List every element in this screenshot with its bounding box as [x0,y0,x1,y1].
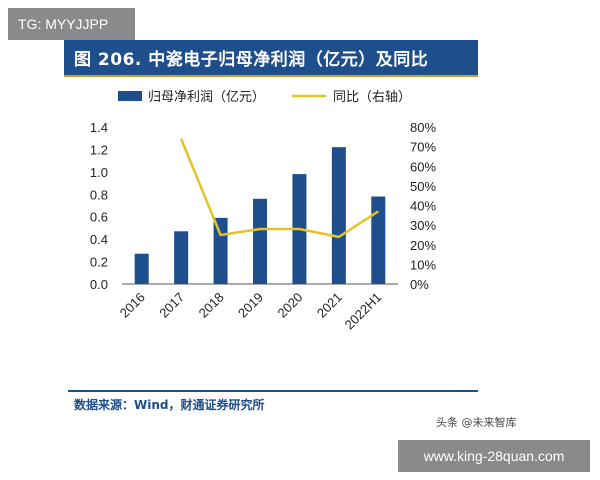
bar [174,231,189,284]
credit-signature: 头条 @未来智库 [436,416,517,429]
chart-card: 图 206. 中瓷电子归母净利润（亿元）及同比 数据来源：Wind，财通证券研究… [64,40,478,440]
y-right-tick-label: 50% [410,179,436,194]
watermark-top: TG: MYYJJPP [8,8,135,40]
watermark-bottom: www.king-28quan.com [398,440,590,472]
yoy-line [179,138,379,239]
x-tick-label: 2017 [156,290,187,321]
legend-bar-swatch [118,91,142,101]
bar [253,198,267,284]
legend-line-label: 同比（右轴） [333,89,411,104]
y-left-tick-label: 1.4 [90,120,108,135]
y-left-tick-label: 1.0 [90,165,108,180]
y-right-tick-label: 20% [410,238,436,253]
y-left-tick-label: 1.2 [90,142,108,157]
title-underline [64,75,478,77]
source-divider [68,390,478,392]
x-tick-label: 2016 [117,290,148,321]
y-right-tick-label: 80% [410,120,436,135]
y-left-tick-label: 0.6 [90,210,108,225]
x-tick-label: 2018 [196,290,227,321]
x-tick-label: 2020 [274,290,305,321]
bar [213,217,228,284]
y-left-tick-label: 0.2 [90,255,108,270]
y-right-tick-label: 70% [410,140,436,155]
y-left-tick-label: 0.4 [90,232,108,247]
y-right-tick-label: 30% [410,218,436,233]
y-right-tick-label: 60% [410,159,436,174]
source-note: 数据来源：Wind，财通证券研究所 [74,398,265,412]
x-tick-label: 2021 [314,290,345,321]
y-right-tick-label: 0% [410,277,429,292]
bar [371,196,386,284]
y-right-tick-label: 40% [410,199,436,214]
bar [331,147,346,284]
bar [134,253,149,284]
y-left-tick-label: 0.8 [90,187,108,202]
y-left-tick-label: 0.0 [90,277,108,292]
x-tick-label: 2019 [235,290,266,321]
x-tick-label: 2022H1 [342,290,385,333]
y-right-tick-label: 10% [410,257,436,272]
legend-bar-label: 归母净利润（亿元） [148,89,265,104]
chart-title: 图 206. 中瓷电子归母净利润（亿元）及同比 [64,40,478,75]
